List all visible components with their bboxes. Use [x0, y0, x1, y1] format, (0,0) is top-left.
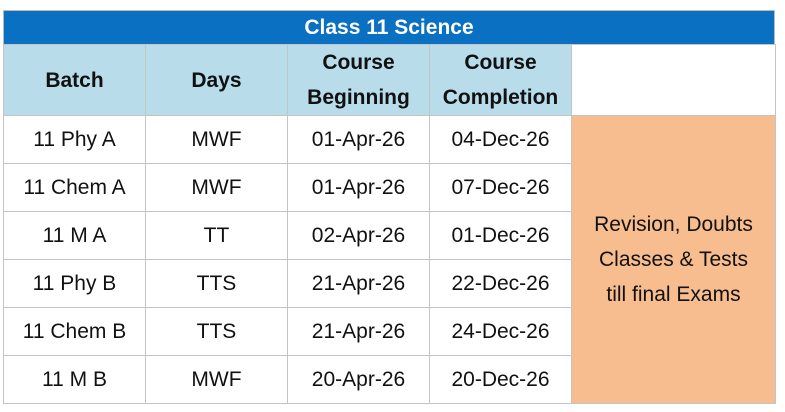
cell-days: MWF — [145, 163, 288, 212]
schedule-sheet: Class 11 Science Batch Days Course Begin… — [3, 10, 776, 404]
cell-beginning: 21-Apr-26 — [287, 307, 430, 356]
cell-beginning: 21-Apr-26 — [287, 259, 430, 308]
header-days: Days — [145, 44, 288, 116]
cell-days: MWF — [145, 115, 288, 164]
cell-days: TTS — [145, 307, 288, 356]
table-row: 11 M A TT 02-Apr-26 01-Dec-26 — [3, 211, 776, 260]
cell-days: TT — [145, 211, 288, 260]
header-course-beginning-line1: Course — [322, 51, 395, 74]
header-course-completion-line1: Course — [464, 51, 537, 74]
table-row: 11 Chem B TTS 21-Apr-26 24-Dec-26 — [3, 307, 776, 356]
cell-batch: 11 Phy B — [3, 259, 146, 308]
revision-note: Revision, Doubts Classes & Tests till fi… — [571, 115, 776, 404]
table-row: 11 Phy A MWF 01-Apr-26 04-Dec-26 Revisio… — [3, 115, 776, 404]
header-row: Batch Days Course Beginning Course Compl… — [3, 44, 776, 116]
cell-batch: 11 M A — [3, 211, 146, 260]
cell-days: TTS — [145, 259, 288, 308]
note-line1: Revision, Doubts — [594, 213, 753, 236]
header-blank — [571, 44, 776, 116]
cell-beginning: 20-Apr-26 — [287, 355, 430, 404]
table-row: 11 Chem A MWF 01-Apr-26 07-Dec-26 — [3, 163, 776, 212]
cell-completion: 01-Dec-26 — [429, 211, 572, 260]
header-course-completion-line2: Completion — [442, 86, 559, 109]
header-batch: Batch — [3, 44, 146, 116]
schedule-table: Batch Days Course Beginning Course Compl… — [3, 44, 776, 404]
cell-completion: 24-Dec-26 — [429, 307, 572, 356]
cell-beginning: 02-Apr-26 — [287, 211, 430, 260]
cell-beginning: 01-Apr-26 — [287, 115, 430, 164]
cell-batch: 11 Chem A — [3, 163, 146, 212]
note-line3: till final Exams — [606, 283, 741, 306]
header-course-beginning: Course Beginning — [287, 44, 430, 116]
cell-days: MWF — [145, 355, 288, 404]
table-title: Class 11 Science — [3, 10, 775, 44]
cell-batch: 11 Phy A — [3, 115, 146, 164]
table-row: 11 M B MWF 20-Apr-26 20-Dec-26 — [3, 355, 776, 404]
header-course-beginning-line2: Beginning — [307, 86, 410, 109]
cell-beginning: 01-Apr-26 — [287, 163, 430, 212]
cell-completion: 20-Dec-26 — [429, 355, 572, 404]
table-row: 11 Phy B TTS 21-Apr-26 22-Dec-26 — [3, 259, 776, 308]
cell-completion: 04-Dec-26 — [429, 115, 572, 164]
cell-batch: 11 M B — [3, 355, 146, 404]
header-course-completion: Course Completion — [429, 44, 572, 116]
cell-batch: 11 Chem B — [3, 307, 146, 356]
note-line2: Classes & Tests — [599, 248, 748, 271]
cell-completion: 22-Dec-26 — [429, 259, 572, 308]
cell-completion: 07-Dec-26 — [429, 163, 572, 212]
